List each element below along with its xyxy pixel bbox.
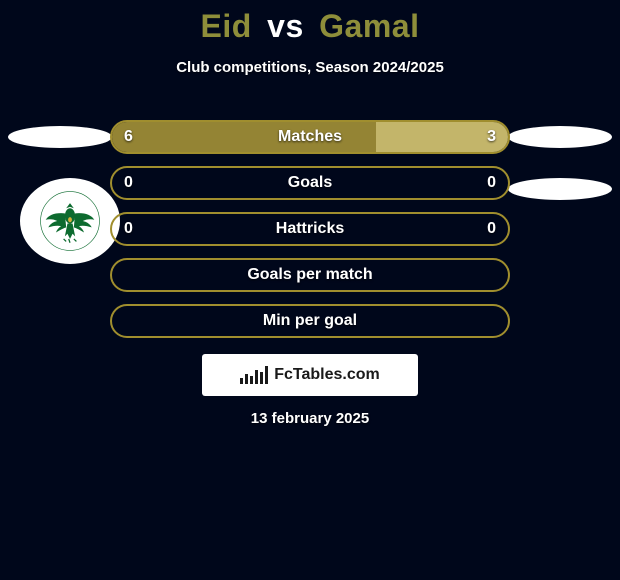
stat-value-left: 0 <box>124 220 133 238</box>
stat-row-matches: 6 3 Matches <box>110 120 510 154</box>
eagle-icon <box>38 189 102 253</box>
logo-text: FcTables.com <box>274 366 380 384</box>
stat-label: Min per goal <box>263 312 357 330</box>
stat-label: Matches <box>278 128 342 146</box>
stat-row-goals: 0 0 Goals <box>110 166 510 200</box>
player1-photo-placeholder <box>8 126 112 148</box>
vs-text: vs <box>267 8 304 44</box>
stat-label: Goals <box>288 174 332 192</box>
stat-value-right: 0 <box>487 220 496 238</box>
subtitle: Club competitions, Season 2024/2025 <box>0 59 620 76</box>
date-text: 13 february 2025 <box>251 410 369 427</box>
fctables-logo[interactable]: FcTables.com <box>202 354 418 396</box>
chart-bars-icon <box>240 366 268 384</box>
stat-value-left: 0 <box>124 174 133 192</box>
stat-value-right: 3 <box>487 128 496 146</box>
player1-name: Eid <box>201 8 252 44</box>
stat-value-right: 0 <box>487 174 496 192</box>
stat-row-min-per-goal: Min per goal <box>110 304 510 338</box>
stat-rows: 6 3 Matches 0 0 Goals 0 0 Hattricks Goals per mat… <box>110 120 510 350</box>
stat-row-hattricks: 0 0 Hattricks <box>110 212 510 246</box>
player1-club-logo <box>20 178 120 264</box>
comparison-title: Eid vs Gamal <box>0 0 620 45</box>
player2-photo-placeholder <box>508 126 612 148</box>
stat-row-goals-per-match: Goals per match <box>110 258 510 292</box>
player2-name: Gamal <box>319 8 419 44</box>
stat-label: Goals per match <box>247 266 372 284</box>
stat-label: Hattricks <box>276 220 344 238</box>
stat-value-left: 6 <box>124 128 133 146</box>
player2-club-placeholder <box>508 178 612 200</box>
